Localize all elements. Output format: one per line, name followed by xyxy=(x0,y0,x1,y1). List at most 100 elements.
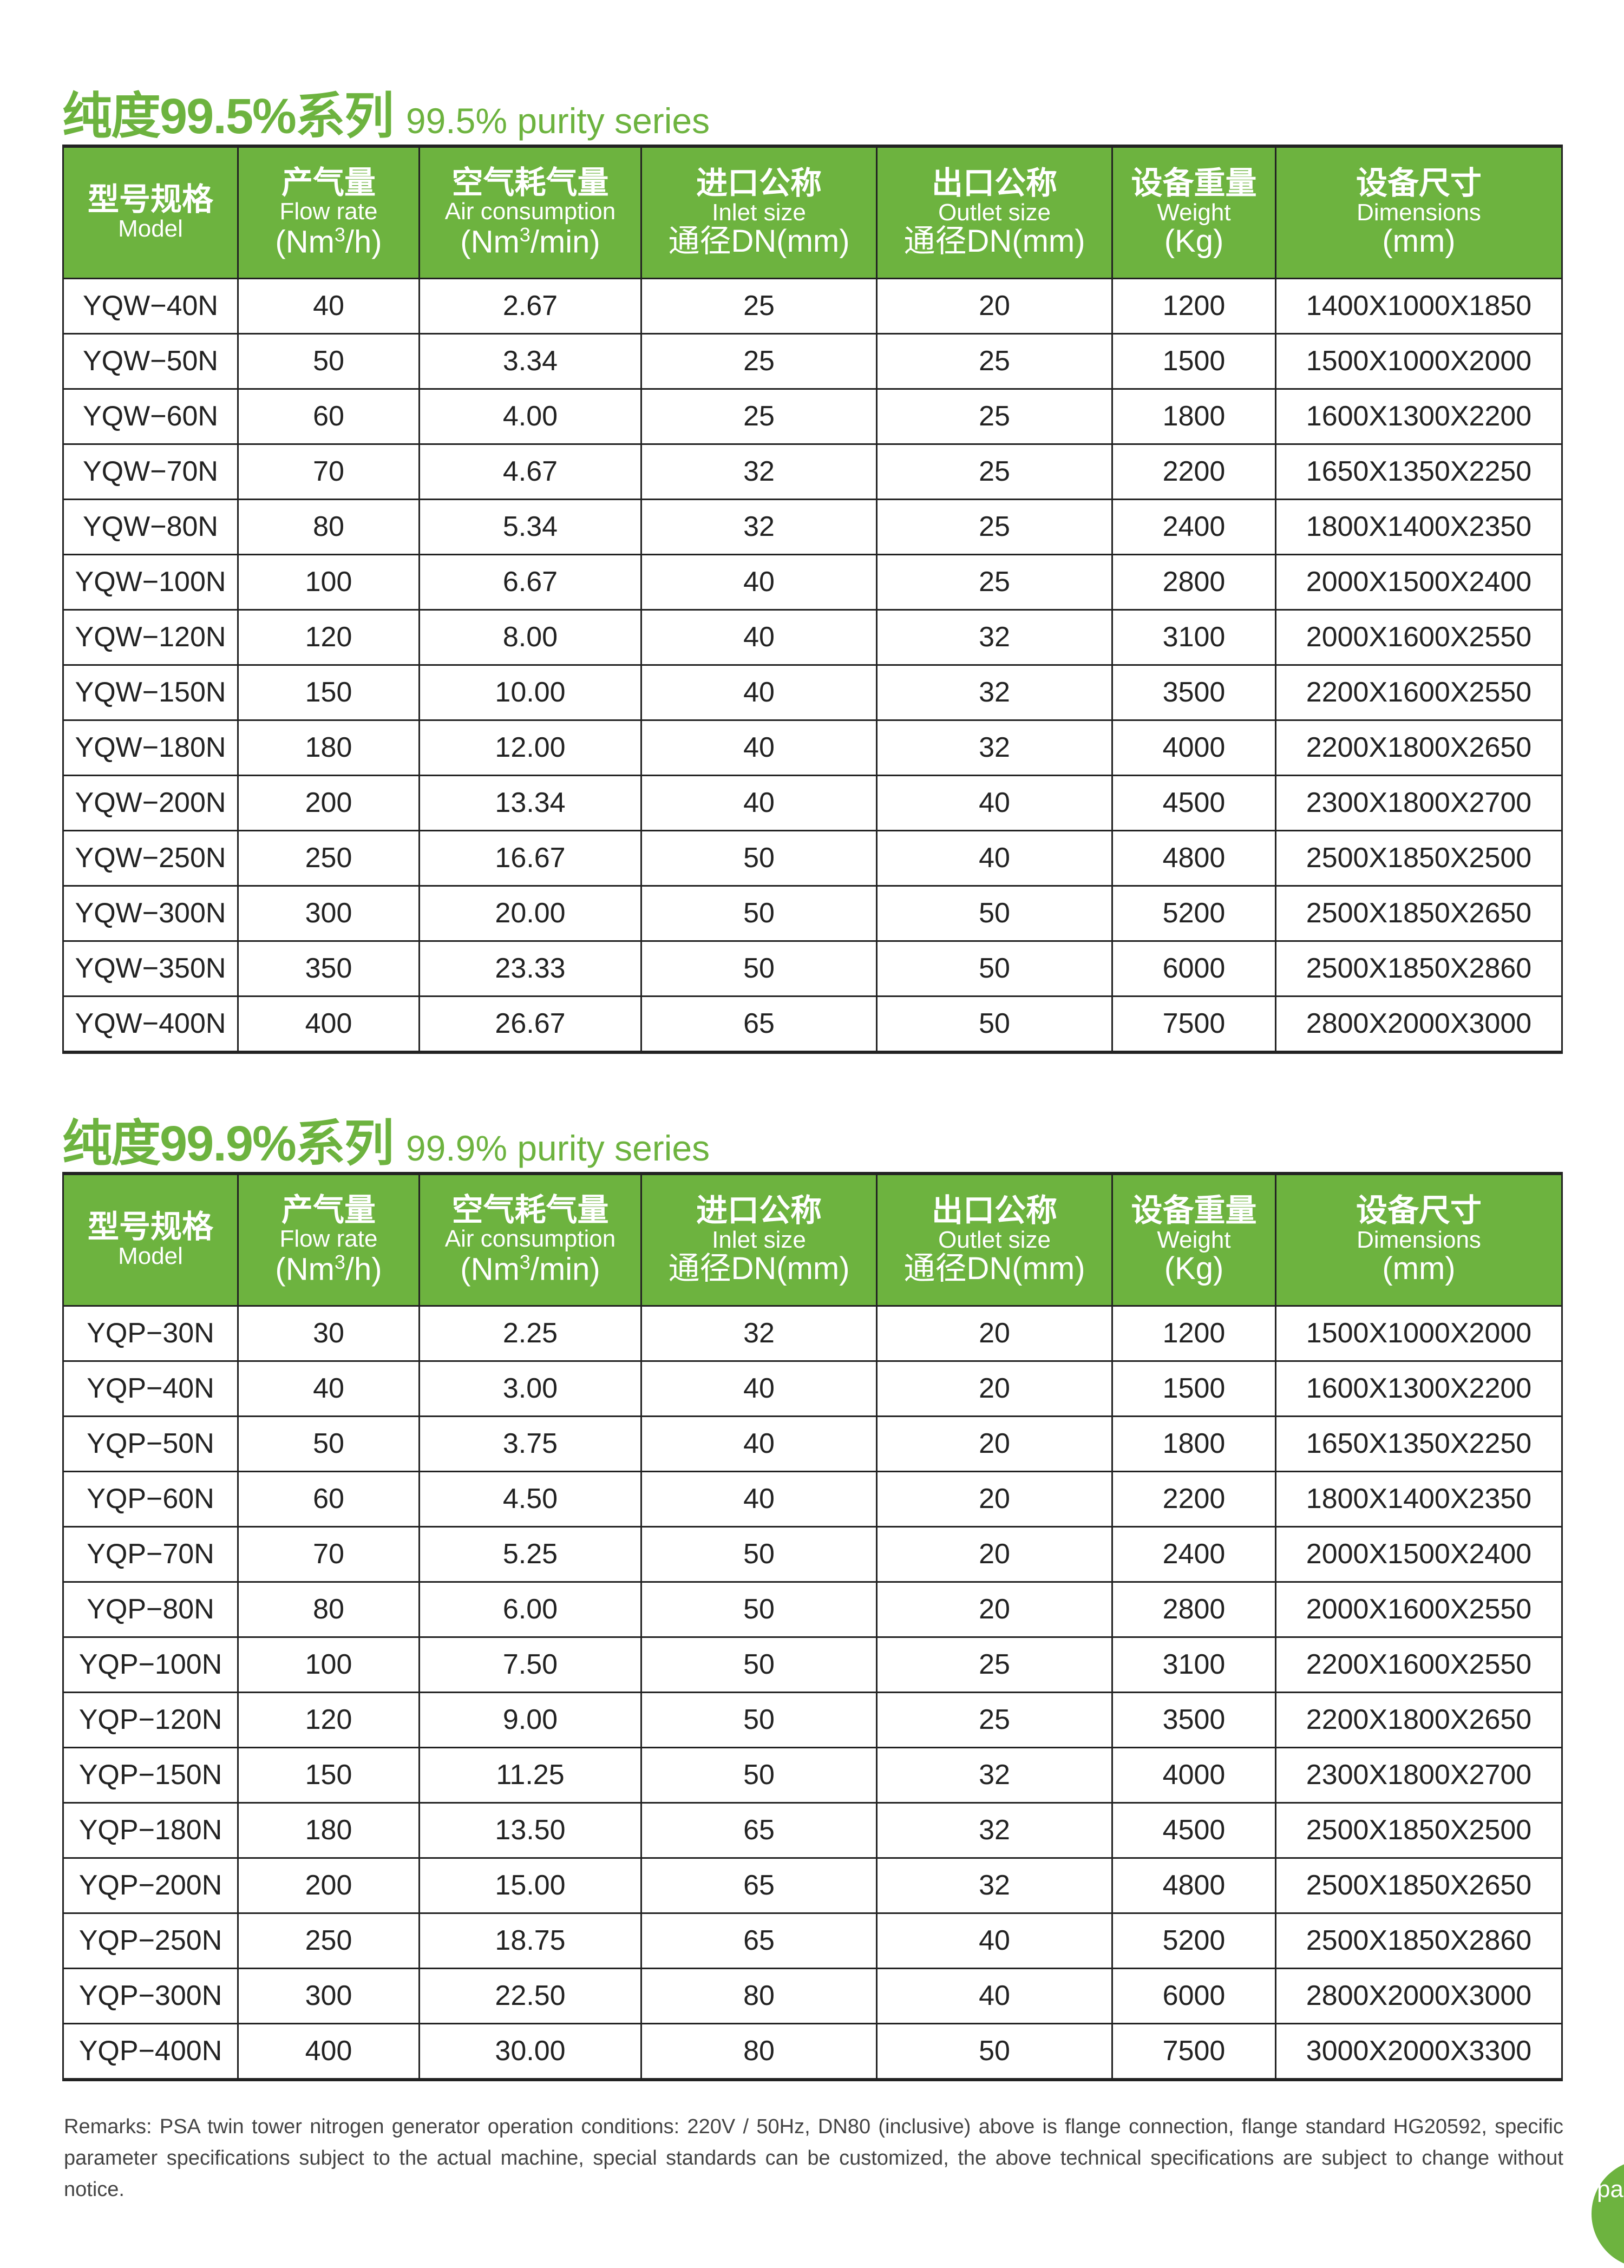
header-zh: 产气量 xyxy=(281,165,376,200)
table-row: YQP−30N 30 2.25 32 20 1200 1500X1000X2000 xyxy=(62,1305,1563,1362)
spec-table-99-5: 型号规格 Model 产气量 Flow rate (Nm3/h) 空气耗气量 Air con… xyxy=(62,145,1563,1054)
cell-dimensions: 1500X1000X2000 xyxy=(1275,1305,1563,1362)
cell-flow-rate: 180 xyxy=(237,719,420,776)
cell-outlet-size: 32 xyxy=(876,1746,1113,1804)
cell-flow-rate: 350 xyxy=(237,940,420,997)
header-outlet-size: 出口公称 Outlet size 通径DN(mm) xyxy=(876,1172,1113,1307)
section-title-99-5: 纯度99.5%系列 99.5% purity series xyxy=(62,76,710,148)
header-row: 型号规格 Model 产气量 Flow rate (Nm3/h) 空气耗气量 Air con… xyxy=(62,1172,1563,1307)
cell-dimensions: 1650X1350X2250 xyxy=(1275,1415,1563,1472)
header-inlet-size: 进口公称 Inlet size 通径DN(mm) xyxy=(640,1172,878,1307)
header-en: Flow rate xyxy=(279,1225,378,1253)
cell-dimensions: 2300X1800X2700 xyxy=(1275,774,1563,831)
cell-flow-rate: 300 xyxy=(237,1967,420,2024)
cell-model: YQP−60N xyxy=(62,1470,239,1528)
cell-inlet-size: 25 xyxy=(640,332,878,390)
table-row: YQW−350N 350 23.33 50 50 6000 2500X1850X2860 xyxy=(62,940,1563,997)
cell-inlet-size: 80 xyxy=(640,2022,878,2080)
table-row: YQW−180N 180 12.00 40 32 4000 2200X1800X2650 xyxy=(62,719,1563,776)
cell-air-consumption: 7.50 xyxy=(418,1636,642,1693)
header-en: Outlet size xyxy=(938,199,1051,226)
cell-inlet-size: 40 xyxy=(640,553,878,611)
cell-model: YQW−200N xyxy=(62,774,239,831)
cell-air-consumption: 12.00 xyxy=(418,719,642,776)
cell-inlet-size: 80 xyxy=(640,1967,878,2024)
header-unit: (Nm3/min) xyxy=(460,1250,600,1287)
cell-flow-rate: 150 xyxy=(237,1746,420,1804)
header-en: Air consumption xyxy=(444,1225,616,1253)
cell-outlet-size: 32 xyxy=(876,1801,1113,1859)
header-en: Inlet size xyxy=(712,1226,806,1253)
header-en: Weight xyxy=(1157,1226,1231,1253)
cell-outlet-size: 25 xyxy=(876,1691,1113,1748)
cell-inlet-size: 50 xyxy=(640,940,878,997)
cell-air-consumption: 18.75 xyxy=(418,1912,642,1969)
cell-dimensions: 2500X1850X2650 xyxy=(1275,1857,1563,1914)
cell-model: YQW−50N xyxy=(62,332,239,390)
cell-outlet-size: 20 xyxy=(876,1581,1113,1638)
cell-dimensions: 2000X1600X2550 xyxy=(1275,608,1563,666)
header-flow-rate: 产气量 Flow rate (Nm3/h) xyxy=(237,145,420,279)
cell-outlet-size: 20 xyxy=(876,277,1113,335)
header-en: Air consumption xyxy=(444,198,616,225)
table-row: YQP−40N 40 3.00 40 20 1500 1600X1300X2200 xyxy=(62,1360,1563,1417)
cell-air-consumption: 11.25 xyxy=(418,1746,642,1804)
cell-flow-rate: 80 xyxy=(237,498,420,555)
cell-flow-rate: 30 xyxy=(237,1305,420,1362)
cell-dimensions: 2200X1800X2650 xyxy=(1275,719,1563,776)
cell-weight: 1200 xyxy=(1111,277,1276,335)
cell-model: YQW−60N xyxy=(62,388,239,445)
cell-outlet-size: 25 xyxy=(876,332,1113,390)
header-zh: 空气耗气量 xyxy=(451,165,609,200)
cell-outlet-size: 25 xyxy=(876,443,1113,500)
section-title-99-9: 纯度99.9%系列 99.9% purity series xyxy=(62,1103,710,1175)
cell-flow-rate: 400 xyxy=(237,995,420,1053)
cell-weight: 2200 xyxy=(1111,443,1276,500)
cell-model: YQW−300N xyxy=(62,884,239,942)
cell-inlet-size: 32 xyxy=(640,443,878,500)
title-en: 99.5% purity series xyxy=(405,101,710,141)
cell-flow-rate: 400 xyxy=(237,2022,420,2080)
cell-flow-rate: 120 xyxy=(237,1691,420,1748)
cell-model: YQP−30N xyxy=(62,1305,239,1362)
cell-flow-rate: 40 xyxy=(237,1360,420,1417)
cell-flow-rate: 100 xyxy=(237,553,420,611)
table-row: YQP−100N 100 7.50 50 25 3100 2200X1600X2550 xyxy=(62,1636,1563,1693)
table-row: YQP−150N 150 11.25 50 32 4000 2300X1800X2700 xyxy=(62,1746,1563,1804)
cell-air-consumption: 3.00 xyxy=(418,1360,642,1417)
cell-model: YQW−150N xyxy=(62,664,239,721)
cell-inlet-size: 50 xyxy=(640,1581,878,1638)
cell-air-consumption: 13.50 xyxy=(418,1801,642,1859)
cell-dimensions: 2200X1800X2650 xyxy=(1275,1691,1563,1748)
header-zh: 型号规格 xyxy=(87,1209,213,1245)
table-row: YQW−60N 60 4.00 25 25 1800 1600X1300X2200 xyxy=(62,388,1563,445)
cell-air-consumption: 5.25 xyxy=(418,1525,642,1583)
header-unit: (Nm3/h) xyxy=(275,1250,382,1287)
table-row: YQP−50N 50 3.75 40 20 1800 1650X1350X2250 xyxy=(62,1415,1563,1472)
header-unit: (Kg) xyxy=(1164,1250,1224,1286)
cell-model: YQP−300N xyxy=(62,1967,239,2024)
cell-dimensions: 1800X1400X2350 xyxy=(1275,498,1563,555)
header-en: Outlet size xyxy=(938,1226,1051,1253)
cell-weight: 2400 xyxy=(1111,498,1276,555)
cell-outlet-size: 20 xyxy=(876,1360,1113,1417)
cell-weight: 3500 xyxy=(1111,664,1276,721)
cell-flow-rate: 80 xyxy=(237,1581,420,1638)
cell-air-consumption: 2.67 xyxy=(418,277,642,335)
cell-weight: 1500 xyxy=(1111,332,1276,390)
cell-outlet-size: 50 xyxy=(876,884,1113,942)
cell-weight: 4500 xyxy=(1111,1801,1276,1859)
header-zh: 设备重量 xyxy=(1131,1192,1257,1228)
cell-model: YQP−180N xyxy=(62,1801,239,1859)
header-unit: (Nm3/h) xyxy=(275,223,382,259)
table-row: YQW−70N 70 4.67 32 25 2200 1650X1350X2250 xyxy=(62,443,1563,500)
cell-air-consumption: 13.34 xyxy=(418,774,642,831)
cell-flow-rate: 100 xyxy=(237,1636,420,1693)
header-unit: (Nm3/min) xyxy=(460,223,600,259)
cell-outlet-size: 25 xyxy=(876,553,1113,611)
cell-outlet-size: 40 xyxy=(876,1967,1113,2024)
cell-inlet-size: 40 xyxy=(640,774,878,831)
table-row: YQP−60N 60 4.50 40 20 2200 1800X1400X2350 xyxy=(62,1470,1563,1528)
table-row: YQP−250N 250 18.75 65 40 5200 2500X1850X2860 xyxy=(62,1912,1563,1969)
cell-outlet-size: 20 xyxy=(876,1470,1113,1528)
